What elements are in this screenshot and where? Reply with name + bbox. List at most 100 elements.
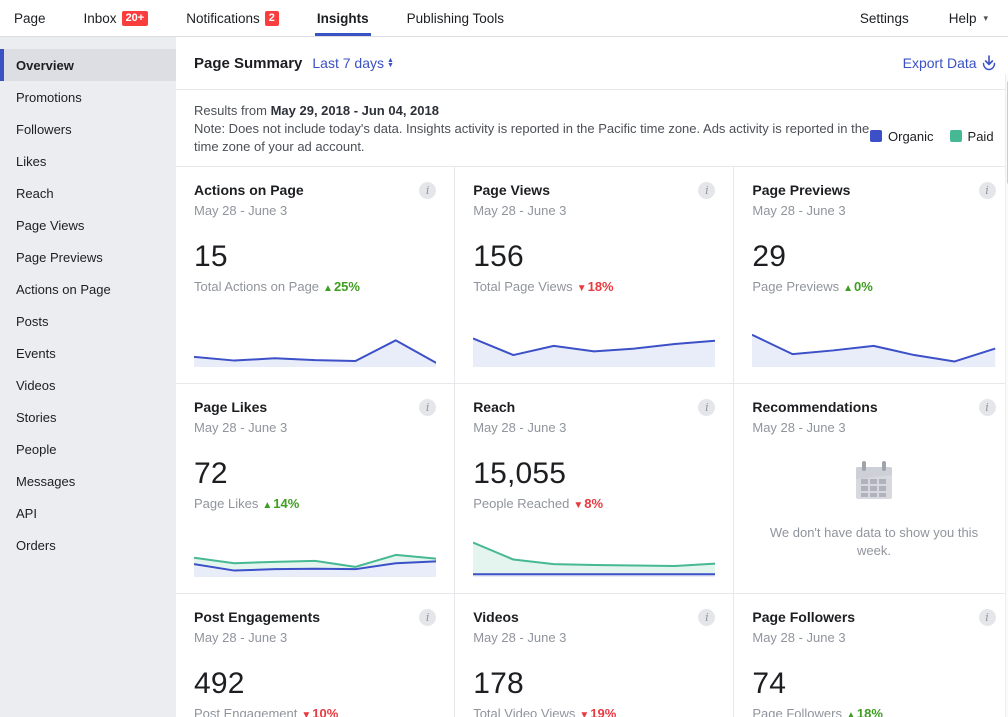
trend-arrow-icon: ▲ [262, 500, 273, 511]
card-title: Page Previews [752, 182, 851, 198]
card-recommendations[interactable]: Recommendations May 28 - June 3 [734, 384, 1008, 594]
nav-tab-page[interactable]: Page [14, 0, 46, 36]
results-prefix: Results from [194, 103, 271, 118]
card-page-followers[interactable]: Page Followers May 28 - June 3 74 Page F… [734, 594, 1008, 717]
trend-percent: 10% [312, 706, 339, 717]
sidebar-item-label: Actions on Page [16, 281, 111, 297]
metric-value: 156 [473, 240, 524, 273]
sidebar-item-stories[interactable]: Stories [0, 401, 176, 433]
main-content: Page Summary Last 7 days Export Data Res… [176, 37, 1008, 717]
card-reach[interactable]: Reach May 28 - June 3 15,055 People Reac… [455, 384, 735, 594]
sidebar-item-likes[interactable]: Likes [0, 145, 176, 177]
info-icon[interactable] [419, 399, 437, 416]
trend-badge: ▲18% [846, 706, 883, 717]
top-nav: Page Inbox 20+ Notifications 2 Insights … [0, 0, 1008, 37]
vertical-scrollbar[interactable] [1004, 74, 1008, 717]
nav-tab-insights[interactable]: Insights [314, 0, 371, 36]
card-post-engagements[interactable]: Post Engagements May 28 - June 3 492 Pos… [176, 594, 456, 717]
chart-legend: Organic Paid [870, 116, 996, 156]
card-title: Actions on Page [194, 182, 304, 198]
nav-tab-inbox[interactable]: Inbox 20+ [84, 0, 149, 36]
paid-swatch-icon [949, 130, 962, 142]
metric-label: Total Video Views [473, 706, 576, 717]
metrics-grid: Actions on Page May 28 - June 3 15 Total… [176, 166, 1008, 717]
sidebar-item-followers[interactable]: Followers [0, 113, 176, 145]
nav-tab-insights-label: Insights [316, 10, 369, 26]
info-icon[interactable] [419, 182, 437, 199]
trend-badge: ▲25% [323, 279, 360, 294]
metric-value: 15,055 [473, 457, 567, 490]
trend-arrow-icon: ▼ [573, 500, 584, 511]
card-date-range: May 28 - June 3 [194, 630, 288, 645]
card-page-previews[interactable]: Page Previews May 28 - June 3 29 Page Pr… [734, 167, 1008, 384]
card-title: Videos [473, 609, 519, 625]
nav-tab-notifications[interactable]: Notifications 2 [186, 0, 279, 36]
sidebar-item-reach[interactable]: Reach [0, 177, 176, 209]
card-videos[interactable]: Videos May 28 - June 3 178 Total Video V… [455, 594, 735, 717]
sidebar-item-api[interactable]: API [0, 497, 176, 529]
card-page-views[interactable]: Page Views May 28 - June 3 156 Total Pag… [455, 167, 735, 384]
card-date-range: May 28 - June 3 [473, 630, 567, 645]
info-icon[interactable] [978, 182, 996, 199]
metric-label: Total Page Views [473, 279, 573, 294]
sidebar-item-posts[interactable]: Posts [0, 305, 176, 337]
results-date-range: May 29, 2018 - Jun 04, 2018 [270, 103, 439, 118]
metric-value: 74 [752, 667, 787, 700]
sidebar-item-events[interactable]: Events [0, 337, 176, 369]
sidebar-item-videos[interactable]: Videos [0, 369, 176, 401]
sidebar-item-label: Likes [16, 153, 47, 169]
settings-button[interactable]: Settings [860, 11, 909, 26]
help-menu-button[interactable]: Help ▾ [949, 11, 988, 26]
nav-tab-notifications-label: Notifications [186, 10, 260, 26]
trend-percent: 19% [590, 706, 617, 717]
metric-value: 492 [194, 667, 245, 700]
info-icon[interactable] [978, 609, 996, 626]
card-title: Page Likes [194, 399, 268, 415]
info-icon[interactable] [419, 609, 437, 626]
nav-tab-publishing-tools[interactable]: Publishing Tools [407, 0, 504, 36]
sidebar-item-label: Promotions [16, 89, 82, 105]
metric-label: People Reached [473, 496, 570, 511]
page-likes-sparkline-chart [194, 531, 437, 577]
card-date-range: May 28 - June 3 [194, 203, 288, 218]
metric-label: Post Engagement [194, 706, 298, 717]
organic-swatch-icon [870, 130, 882, 142]
sidebar-item-overview[interactable]: Overview [0, 49, 176, 81]
card-date-range: May 28 - June 3 [752, 420, 846, 435]
trend-badge: ▼10% [301, 706, 338, 717]
sidebar-item-label: Posts [16, 313, 49, 329]
card-page-likes[interactable]: Page Likes May 28 - June 3 72 Page Likes… [176, 384, 456, 594]
sidebar-item-promotions[interactable]: Promotions [0, 81, 176, 113]
trend-badge: ▲0% [843, 279, 873, 294]
help-label: Help [948, 10, 977, 26]
date-range-selector[interactable]: Last 7 days [312, 55, 394, 71]
sidebar-item-actions-on-page[interactable]: Actions on Page [0, 273, 176, 305]
sidebar-item-label: Followers [16, 121, 72, 137]
nav-tab-inbox-label: Inbox [83, 10, 117, 26]
sidebar-item-messages[interactable]: Messages [0, 465, 176, 497]
info-icon[interactable] [698, 182, 716, 199]
trend-arrow-icon: ▼ [301, 710, 312, 717]
empty-state-text: We don't have data to show you this week… [769, 525, 979, 558]
scrollbar-thumb[interactable] [1006, 80, 1008, 185]
metric-label: Total Actions on Page [194, 279, 320, 294]
card-title: Page Views [473, 182, 550, 198]
sidebar-item-page-previews[interactable]: Page Previews [0, 241, 176, 273]
legend-organic-label: Organic [888, 128, 934, 144]
sidebar-item-page-views[interactable]: Page Views [0, 209, 176, 241]
info-icon[interactable] [698, 609, 716, 626]
info-icon[interactable] [698, 399, 716, 416]
export-data-button[interactable]: Export Data [903, 55, 996, 71]
trend-badge: ▲14% [262, 496, 299, 511]
export-data-label: Export Data [902, 55, 977, 71]
card-actions-on-page[interactable]: Actions on Page May 28 - June 3 15 Total… [176, 167, 456, 384]
metric-label: Page Previews [752, 279, 840, 294]
trend-percent: 8% [584, 496, 604, 511]
metric-value: 178 [473, 667, 524, 700]
note-body: Note: Does not include today's data. Ins… [194, 121, 870, 154]
sidebar-item-people[interactable]: People [0, 433, 176, 465]
info-icon[interactable] [978, 399, 996, 416]
trend-percent: 18% [587, 279, 614, 294]
nav-tab-publishing-tools-label: Publishing Tools [406, 10, 504, 26]
sidebar-item-orders[interactable]: Orders [0, 529, 176, 561]
